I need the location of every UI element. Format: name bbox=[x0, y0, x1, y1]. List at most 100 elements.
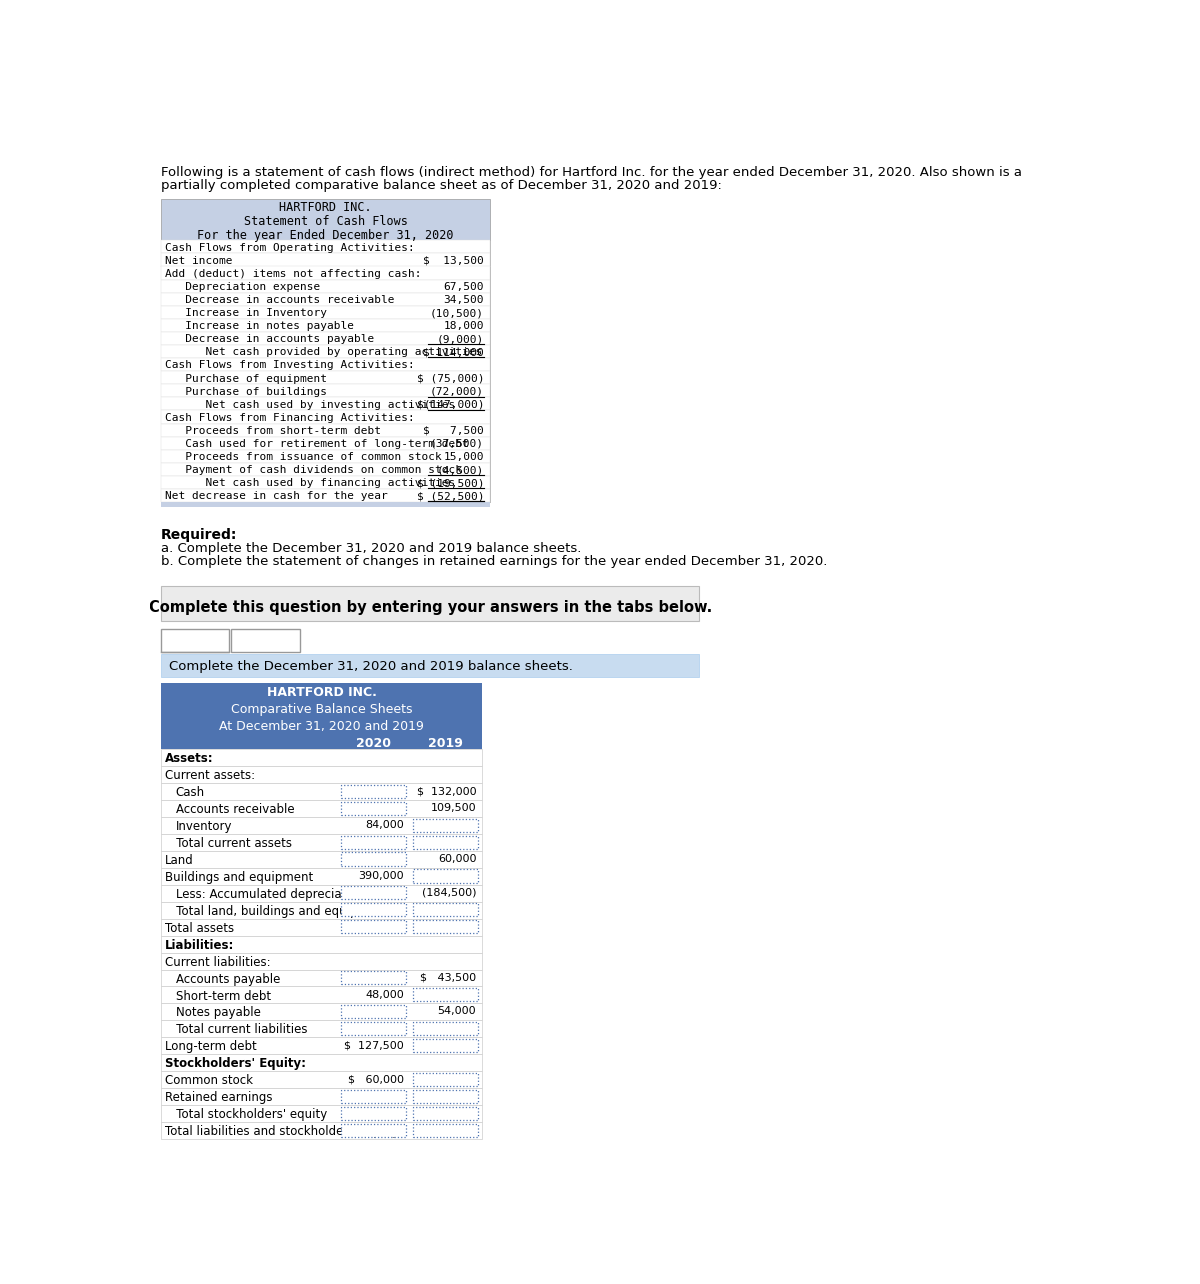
Text: Total current assets: Total current assets bbox=[164, 837, 292, 850]
Text: HARTFORD INC.: HARTFORD INC. bbox=[280, 202, 372, 214]
Bar bbox=[161, 986, 482, 1003]
Text: partially completed comparative balance sheet as of December 31, 2020 and 2019:: partially completed comparative balance … bbox=[161, 180, 721, 193]
Text: Decrease in accounts payable: Decrease in accounts payable bbox=[164, 334, 374, 344]
Text: Total stockholders' equity: Total stockholders' equity bbox=[164, 1108, 326, 1121]
Text: 18,000: 18,000 bbox=[444, 321, 484, 331]
Text: $   7,500: $ 7,500 bbox=[424, 426, 484, 435]
Bar bbox=[161, 306, 491, 318]
Text: Notes payable: Notes payable bbox=[175, 1007, 260, 1019]
Bar bbox=[341, 853, 406, 865]
Text: Total current liabilities: Total current liabilities bbox=[164, 1023, 307, 1036]
Text: (184,500): (184,500) bbox=[421, 889, 476, 898]
Bar bbox=[413, 1022, 478, 1035]
Bar bbox=[161, 449, 491, 462]
Text: Current assets:: Current assets: bbox=[164, 769, 254, 782]
Text: Long-term debt: Long-term debt bbox=[164, 1040, 257, 1053]
Bar bbox=[413, 1039, 478, 1052]
Text: 60,000: 60,000 bbox=[438, 854, 476, 864]
Bar bbox=[232, 629, 300, 652]
Bar bbox=[413, 1107, 478, 1120]
Bar bbox=[161, 586, 700, 621]
Text: Required B  >: Required B > bbox=[262, 1149, 343, 1163]
Bar bbox=[161, 901, 482, 918]
Text: $ (52,500): $ (52,500) bbox=[416, 492, 484, 501]
Text: Comparative Balance Sheets: Comparative Balance Sheets bbox=[230, 704, 413, 716]
Text: Net income: Net income bbox=[164, 256, 233, 266]
Bar bbox=[161, 1071, 482, 1088]
Text: Total liabilities and stockholders' equity: Total liabilities and stockholders' equi… bbox=[164, 1125, 398, 1138]
Text: Liabilities:: Liabilities: bbox=[164, 939, 234, 951]
Text: Proceeds from short-term debt: Proceeds from short-term debt bbox=[164, 426, 380, 435]
Bar bbox=[161, 437, 491, 449]
Text: Accounts payable: Accounts payable bbox=[175, 972, 280, 986]
Bar bbox=[413, 836, 478, 849]
Text: Short-term debt: Short-term debt bbox=[175, 990, 271, 1003]
Bar bbox=[161, 1122, 482, 1139]
Bar bbox=[413, 1124, 478, 1136]
Bar bbox=[413, 987, 478, 1002]
Bar bbox=[341, 1005, 406, 1018]
Text: Depreciation expense: Depreciation expense bbox=[164, 282, 320, 291]
Text: Current liabilities:: Current liabilities: bbox=[164, 955, 270, 968]
Bar bbox=[164, 1145, 250, 1167]
Bar bbox=[161, 333, 491, 345]
Text: (10,500): (10,500) bbox=[430, 308, 484, 318]
Text: Total assets: Total assets bbox=[164, 922, 234, 935]
Bar bbox=[161, 240, 491, 253]
Text: b. Complete the statement of changes in retained earnings for the year ended Dec: b. Complete the statement of changes in … bbox=[161, 555, 827, 569]
Bar bbox=[161, 253, 491, 267]
Bar bbox=[161, 240, 491, 502]
Text: Complete this question by entering your answers in the tabs below.: Complete this question by entering your … bbox=[149, 600, 712, 615]
Text: Cash Flows from Operating Activities:: Cash Flows from Operating Activities: bbox=[164, 243, 414, 253]
Text: Inventory: Inventory bbox=[175, 820, 232, 833]
Text: Common stock: Common stock bbox=[164, 1075, 253, 1088]
Text: Decrease in accounts receivable: Decrease in accounts receivable bbox=[164, 295, 395, 306]
Text: Accounts receivable: Accounts receivable bbox=[175, 804, 294, 817]
Bar bbox=[161, 1037, 482, 1054]
Text: Land: Land bbox=[164, 854, 193, 867]
Text: 2020: 2020 bbox=[355, 737, 391, 750]
Text: $  13,500: $ 13,500 bbox=[424, 256, 484, 266]
Bar bbox=[161, 767, 482, 783]
Text: Required:: Required: bbox=[161, 528, 238, 542]
Bar bbox=[161, 267, 491, 280]
Bar bbox=[413, 819, 478, 832]
Text: For the year Ended December 31, 2020: For the year Ended December 31, 2020 bbox=[197, 229, 454, 241]
Text: Purchase of equipment: Purchase of equipment bbox=[164, 374, 326, 384]
Text: Complete the December 31, 2020 and 2019 balance sheets.: Complete the December 31, 2020 and 2019 … bbox=[168, 660, 572, 673]
Bar bbox=[161, 750, 482, 767]
Text: Retained earnings: Retained earnings bbox=[164, 1091, 272, 1104]
Text: Total land, buildings and equipment: Total land, buildings and equipment bbox=[164, 905, 389, 918]
Text: Increase in Inventory: Increase in Inventory bbox=[164, 308, 326, 318]
Text: Following is a statement of cash flows (indirect method) for Hartford Inc. for t: Following is a statement of cash flows (… bbox=[161, 166, 1022, 178]
Text: Net cash provided by operating activities: Net cash provided by operating activitie… bbox=[164, 348, 482, 357]
Bar bbox=[161, 476, 491, 489]
Bar bbox=[341, 971, 406, 984]
Bar bbox=[161, 345, 491, 358]
Bar bbox=[161, 1088, 482, 1106]
Bar bbox=[341, 1124, 406, 1136]
Text: Required B: Required B bbox=[232, 636, 300, 648]
Text: 390,000: 390,000 bbox=[359, 871, 404, 881]
Bar bbox=[161, 371, 491, 384]
Bar bbox=[161, 885, 482, 901]
Text: (72,000): (72,000) bbox=[430, 386, 484, 397]
Text: HARTFORD INC.: HARTFORD INC. bbox=[266, 686, 377, 700]
Text: 54,000: 54,000 bbox=[438, 1007, 476, 1017]
Text: Cash used for retirement of long-term debt: Cash used for retirement of long-term de… bbox=[164, 439, 468, 449]
Bar bbox=[161, 969, 482, 986]
Text: $ 114,000: $ 114,000 bbox=[424, 348, 484, 357]
Bar bbox=[413, 921, 478, 933]
Bar bbox=[161, 280, 491, 293]
Text: (37,500): (37,500) bbox=[430, 439, 484, 449]
Text: $ (19,500): $ (19,500) bbox=[416, 478, 484, 488]
Text: 34,500: 34,500 bbox=[444, 295, 484, 306]
Text: $  132,000: $ 132,000 bbox=[416, 786, 476, 796]
Text: $ (75,000): $ (75,000) bbox=[416, 374, 484, 384]
Text: (9,000): (9,000) bbox=[437, 334, 484, 344]
Bar bbox=[161, 318, 491, 333]
Text: Net decrease in cash for the year: Net decrease in cash for the year bbox=[164, 492, 388, 501]
Bar bbox=[161, 358, 491, 371]
Bar bbox=[161, 700, 482, 716]
Bar bbox=[161, 851, 482, 868]
